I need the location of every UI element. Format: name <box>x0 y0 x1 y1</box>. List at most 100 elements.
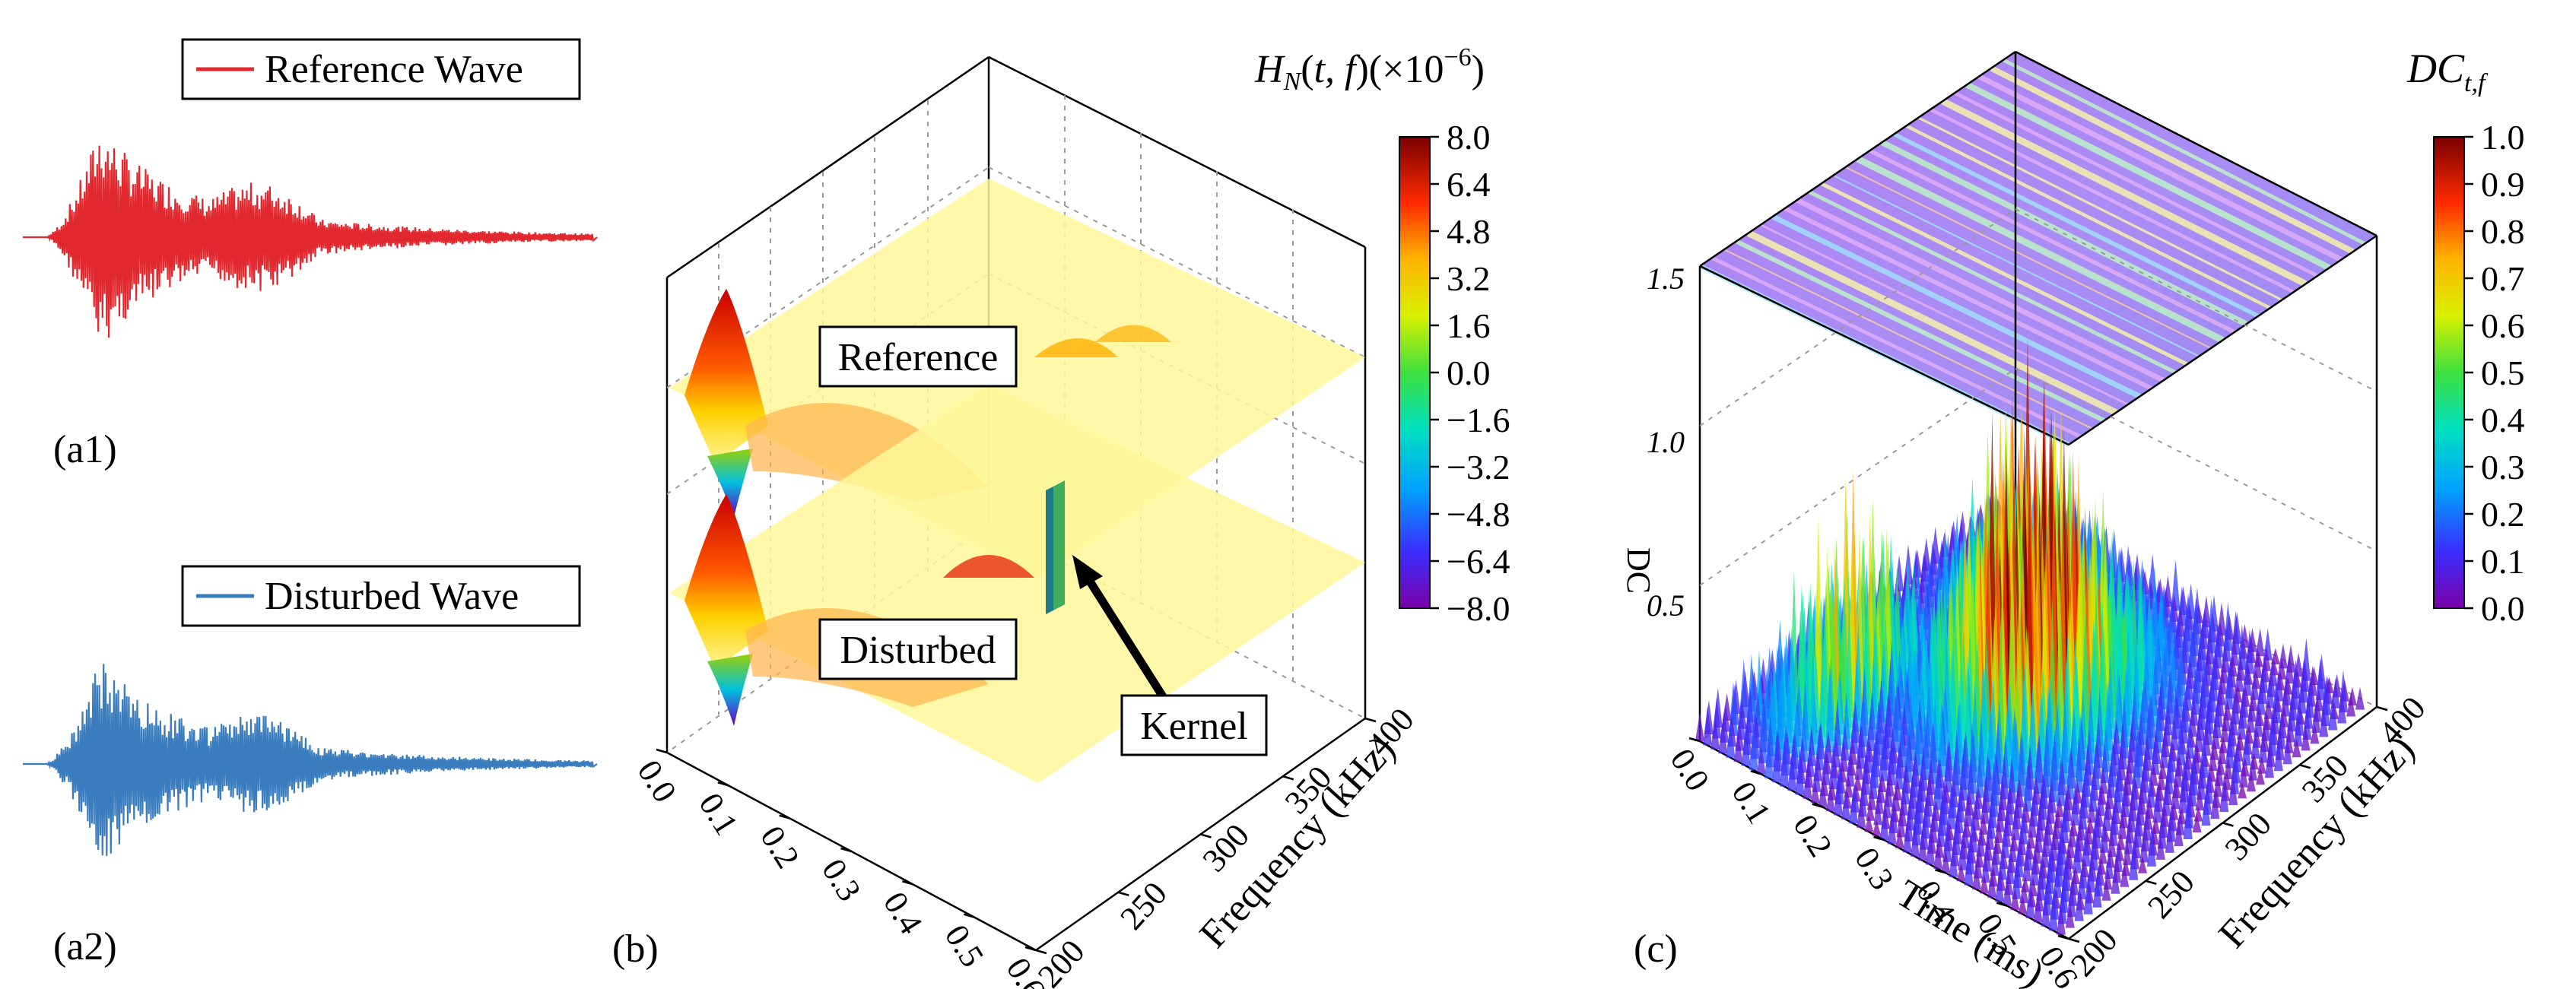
dc-surface-spike <box>2285 653 2295 684</box>
dc-surface-spike <box>1808 650 1818 756</box>
dc-surface-spike <box>1828 744 1838 790</box>
dc-surface-spike <box>1854 753 1864 780</box>
kernel-bar <box>1046 480 1065 614</box>
dc-surface-spike <box>2098 767 2108 794</box>
dc-surface-spike <box>2070 785 2079 826</box>
colorbar-tick-label: 0.4 <box>2481 401 2525 439</box>
panel-label-a2: (a2) <box>53 925 117 968</box>
dc-surface-spike <box>2139 834 2149 863</box>
c-ytick-mark <box>2145 880 2157 885</box>
colorbar-tick-label: −1.6 <box>1447 401 1510 439</box>
panel-c-zlabel: DC <box>1620 547 1657 594</box>
projection-stripe <box>1710 255 2082 439</box>
dc-surface-spike <box>2310 724 2320 744</box>
dc-surface-spike <box>2120 864 2130 887</box>
dc-surface-spike <box>2195 788 2205 811</box>
dc-surface-spike <box>2282 737 2292 765</box>
dc-surface-spike <box>1936 813 1945 848</box>
dc-surface-spike <box>2025 880 2035 918</box>
c-xtick-mark <box>1996 902 2008 907</box>
dc-surface-spike <box>2225 727 2235 769</box>
b-xtick-mark <box>1024 946 1037 952</box>
cb-b-rest: ( <box>1301 48 1313 91</box>
dc-surface-spike <box>1958 834 1968 870</box>
dc-surface-spike <box>2012 860 2022 899</box>
dc-surface-spike <box>2171 686 2181 740</box>
dc-surface-spike <box>1787 753 1797 791</box>
dc-surface-spike <box>2173 755 2183 788</box>
dc-surface-spike <box>2228 774 2238 806</box>
dc-surface-spike <box>2256 767 2265 785</box>
dc-surface-spike <box>2196 761 2206 800</box>
dc-surface-spike <box>2117 812 2127 839</box>
reference-wave-line <box>23 145 598 338</box>
dc-surface-spike <box>2355 686 2365 710</box>
panel-c: 0.51.01.5 DC 0.00.10.20.30.40.50.6200250… <box>1620 46 2525 989</box>
colorbar-tick-label: 1.6 <box>1447 306 1491 345</box>
dc-surface-spike <box>1868 755 1878 799</box>
dc-surface-spike <box>2147 823 2156 867</box>
dc-surface-spike <box>1849 787 1859 824</box>
panel-label-b: (b) <box>612 927 659 971</box>
colorbar-tick-label: 0.0 <box>2481 589 2525 628</box>
dc-surface-spike <box>2111 867 2120 894</box>
dc-surface-spike <box>2074 887 2084 921</box>
disturbed-annotation: Disturbed <box>840 629 996 672</box>
dc-surface-spike <box>1958 750 1968 800</box>
panel-c-zticks: 0.5 1.0 1.5 <box>1647 262 1685 623</box>
b-xtick-mark <box>779 814 791 819</box>
dc-surface-spike <box>2174 819 2184 846</box>
c-xtick-label: 0.3 <box>1847 841 1901 896</box>
dc-surface-spike <box>2053 864 2063 898</box>
dc-surface-spike <box>2241 728 2251 766</box>
dc-surface-spike <box>2171 559 2181 611</box>
dc-surface-spike <box>2056 759 2066 807</box>
c-ytick-mark <box>2299 764 2311 769</box>
cb-b-exp: −6 <box>1444 43 1471 71</box>
b-xtick-mark <box>656 748 668 754</box>
dc-surface-spike <box>2022 850 2031 882</box>
dc-surface-spike <box>2048 891 2058 931</box>
dc-surface-spike <box>1764 737 1774 778</box>
dc-surface-spike <box>1845 748 1855 787</box>
disturbed-wave-line <box>23 664 598 857</box>
dc-surface-spike <box>2238 761 2248 788</box>
panel-label-c: (c) <box>1634 927 1678 971</box>
c-xtick-mark <box>2057 934 2069 940</box>
dc-surface-spike <box>2028 806 2037 838</box>
dc-surface-spike <box>1956 863 1966 882</box>
disturbed-plane <box>669 384 1365 783</box>
cb-c-sub: t,f <box>2464 69 2489 97</box>
dc-surface-spike <box>1872 819 1882 836</box>
dc-surface-spike <box>2238 781 2247 799</box>
c-ztick-label: 0.5 <box>1647 588 1685 623</box>
dc-surface-spike <box>1839 740 1849 772</box>
dc-surface-spike <box>2074 734 2084 793</box>
dc-surface-spike <box>1946 782 1956 829</box>
colorbar-tick-label: −4.8 <box>1447 495 1510 534</box>
dc-surface-spike <box>2247 753 2257 781</box>
dc-surface-spike <box>2185 720 2195 759</box>
projection-stripe <box>1845 166 2212 350</box>
c-xtick-mark <box>1688 737 1701 743</box>
dc-surface-spike <box>1825 785 1835 812</box>
dc-surface-spike <box>2337 691 2347 724</box>
b-xtick-label: 0.1 <box>691 787 745 842</box>
dc-surface-spike <box>2081 823 2091 867</box>
dc-surface-spike <box>1980 789 1990 824</box>
dc-surface-spike <box>1758 702 1768 763</box>
legend-label-reference: Reference Wave <box>265 48 523 91</box>
dc-surface-spike <box>2011 807 2020 841</box>
dc-surface-spike <box>1894 747 1904 790</box>
dc-surface-spike <box>2319 707 2329 737</box>
cb-b-close: ) <box>1472 48 1485 91</box>
colorbar-tick-label: −6.4 <box>1447 542 1510 581</box>
colorbar-tick-label: 0.2 <box>2481 495 2525 534</box>
dc-surface-spike <box>1795 748 1805 795</box>
dc-surface-spike <box>1879 727 1888 781</box>
dc-surface-spike <box>1780 737 1790 787</box>
c-ytick-mark <box>2068 937 2080 943</box>
dc-surface-spike <box>2311 701 2321 733</box>
dc-surface-spike <box>1980 854 1990 883</box>
colorbar-tick-label: 0.0 <box>1447 353 1491 392</box>
